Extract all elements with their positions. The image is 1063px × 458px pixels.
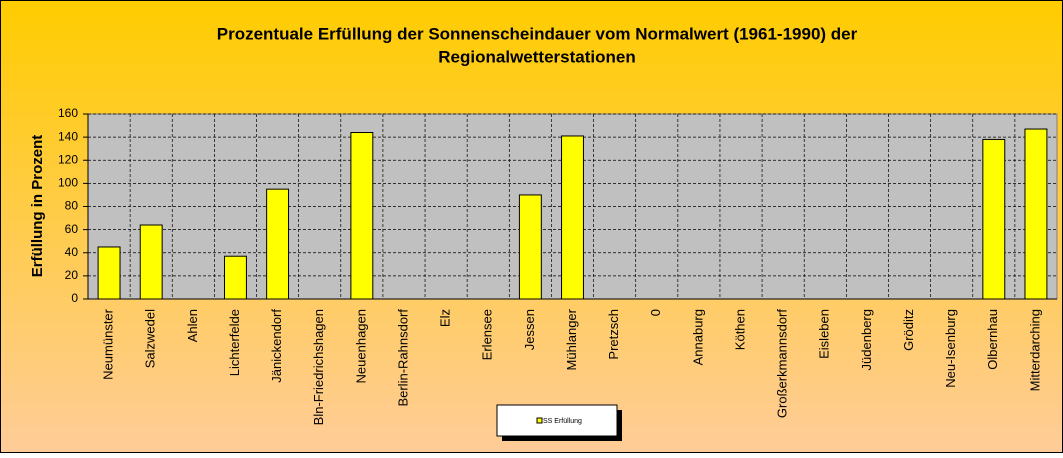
x-tick-label: Erlensee (480, 309, 495, 360)
x-tick-label: Jüdenberg (859, 309, 874, 370)
y-tick-label: 160 (58, 106, 78, 120)
x-tick-label: Mitterdarching (1027, 309, 1042, 391)
x-tick-label: Neuenhagen (353, 309, 368, 383)
x-tick-label: Lichterfelde (227, 309, 242, 376)
bar (518, 194, 542, 300)
x-tick-label: Jänickendorf (269, 309, 284, 383)
y-tick-label: 80 (65, 199, 79, 213)
x-tick-label: Mühlanger (564, 308, 579, 370)
x-tick-label: Eisleben (817, 309, 832, 359)
bar (224, 255, 247, 300)
x-tick-label: Gröditz (901, 309, 916, 351)
x-tick-label: Großerkmannsdorf (775, 309, 790, 418)
x-tick-label: 0 (648, 309, 663, 316)
x-tick-label: Annaburg (690, 309, 705, 365)
chart-title: Regionalwetterstationen (438, 47, 635, 66)
x-tick-label: Salzwedel (143, 309, 158, 368)
x-tick-label: Berlin-Rahnsdorf (395, 309, 410, 407)
x-tick-label: Olbernhau (985, 309, 1000, 370)
legend-label: SS Erfüllung (543, 418, 582, 425)
bar (139, 224, 163, 300)
x-tick-label: Ahlen (185, 309, 200, 342)
bar (350, 132, 374, 300)
x-tick-label: Bln-Friedrichshagen (311, 309, 326, 425)
y-tick-label: 60 (65, 222, 79, 236)
bar (561, 135, 584, 300)
y-tick-label: 120 (58, 152, 78, 166)
y-axis-label: Erfüllung in Prozent (29, 135, 46, 278)
x-tick-label: Jessen (522, 309, 537, 350)
bar (1024, 128, 1048, 300)
x-tick-label: Elz (438, 309, 453, 327)
bar (266, 188, 290, 300)
chart-title: Prozentuale Erfüllung der Sonnenscheinda… (217, 24, 858, 43)
legend (496, 404, 618, 437)
x-tick-label: Pretzsch (606, 309, 621, 360)
y-tick-label: 100 (58, 176, 78, 190)
y-tick-label: 140 (58, 129, 78, 143)
x-tick-label: Neu-Isenburg (943, 309, 958, 388)
bar (97, 246, 121, 300)
x-tick-label: Köthen (732, 309, 747, 350)
bar (982, 138, 1006, 300)
y-tick-label: 0 (71, 291, 78, 305)
legend-swatch (536, 417, 543, 424)
y-tick-label: 20 (65, 268, 79, 282)
x-tick-label: Neumünster (101, 308, 116, 379)
y-tick-label: 40 (65, 245, 79, 259)
